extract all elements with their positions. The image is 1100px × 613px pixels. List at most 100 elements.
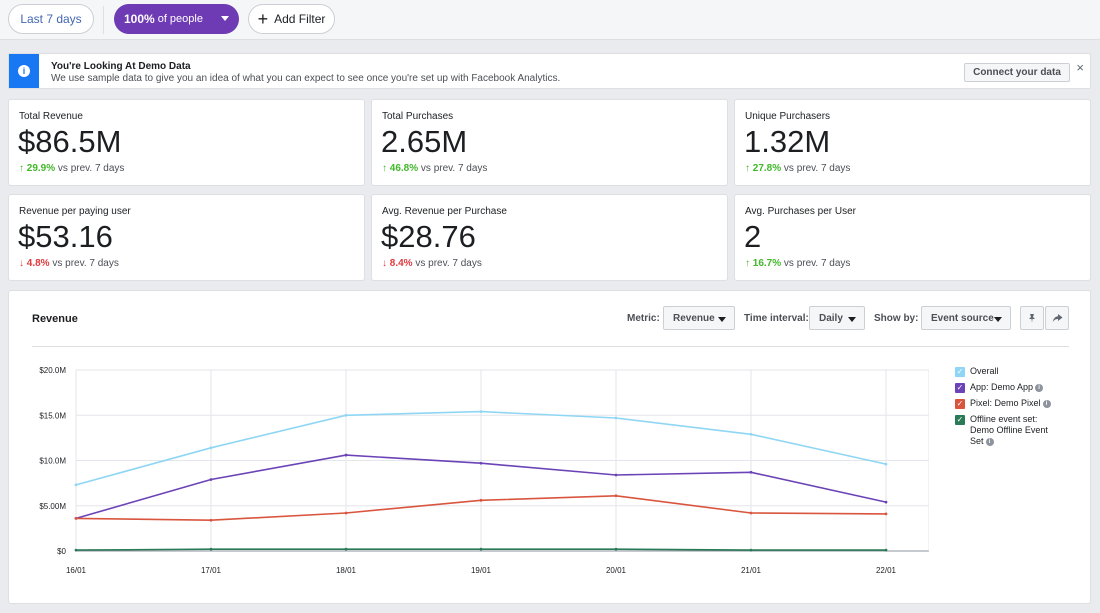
metric-dropdown-value: Revenue (673, 312, 715, 324)
checkbox-icon[interactable]: ✓ (955, 415, 965, 425)
data-point[interactable] (74, 548, 78, 552)
y-tick-label: $15.0M (39, 411, 66, 420)
metric-delta: ↑ 27.8% vs prev. 7 days (745, 163, 850, 174)
checkbox-icon[interactable]: ✓ (955, 367, 965, 377)
metric-card-revenue-per-paying-user: Revenue per paying user $53.16 ↓ 4.8% vs… (8, 194, 365, 281)
chevron-down-icon (718, 317, 726, 322)
data-point[interactable] (749, 511, 753, 515)
data-point[interactable] (209, 518, 213, 522)
chevron-down-icon (221, 16, 229, 21)
data-point[interactable] (749, 432, 753, 436)
metric-dropdown[interactable]: Revenue (663, 306, 735, 330)
toolbar-divider (103, 6, 104, 34)
data-point[interactable] (479, 410, 483, 414)
share-icon (1052, 314, 1062, 322)
metric-change: 4.8% (26, 258, 50, 269)
chevron-down-icon (994, 317, 1002, 322)
data-point[interactable] (614, 473, 618, 477)
data-point[interactable] (209, 547, 213, 551)
chart-title: Revenue (32, 313, 78, 325)
info-icon: i (18, 65, 30, 77)
chart-header-divider (32, 346, 1069, 347)
data-point[interactable] (74, 483, 78, 487)
x-tick-label: 21/01 (741, 566, 762, 575)
info-icon[interactable]: i (1035, 383, 1044, 392)
data-point[interactable] (614, 416, 618, 420)
data-point[interactable] (479, 547, 483, 551)
data-point[interactable] (344, 453, 348, 457)
banner-title: You're Looking At Demo Data (51, 61, 191, 72)
metric-value: $28.76 (381, 219, 476, 254)
data-point[interactable] (884, 512, 888, 516)
legend-label: App: Demo App (970, 382, 1034, 392)
data-point[interactable] (884, 548, 888, 552)
connect-data-button[interactable]: Connect your data (964, 63, 1070, 82)
metric-card-avg-purchases-per-user: Avg. Purchases per User 2 ↑ 16.7% vs pre… (734, 194, 1091, 281)
legend-item-pixel[interactable]: ✓ Pixel: Demo Pixel i (955, 398, 1085, 409)
data-point[interactable] (884, 500, 888, 504)
x-tick-label: 19/01 (471, 566, 492, 575)
share-button[interactable] (1045, 306, 1069, 330)
audience-percent: 100% (124, 12, 155, 26)
legend-label: Offline event set: Demo Offline Event Se… (970, 414, 1048, 446)
data-point[interactable] (209, 478, 213, 481)
metric-label: Avg. Revenue per Purchase (382, 206, 507, 217)
metric-change: 27.8% (752, 163, 782, 174)
x-tick-label: 22/01 (876, 566, 897, 575)
x-tick-label: 18/01 (336, 566, 357, 575)
showby-control-label: Show by: (874, 313, 919, 324)
interval-dropdown[interactable]: Daily (809, 306, 865, 330)
legend-item-overall[interactable]: ✓ Overall (955, 366, 1085, 377)
metric-label: Revenue per paying user (19, 206, 131, 217)
metric-value: 2 (744, 219, 762, 254)
metric-card-avg-revenue-per-purchase: Avg. Revenue per Purchase $28.76 ↓ 8.4% … (371, 194, 728, 281)
data-point[interactable] (344, 547, 348, 551)
data-point[interactable] (344, 511, 348, 515)
metric-value: 2.65M (381, 124, 468, 159)
data-point[interactable] (614, 494, 618, 498)
banner-accent: i (9, 54, 39, 88)
metric-change: 29.9% (26, 163, 56, 174)
info-icon[interactable]: i (1042, 399, 1051, 408)
audience-suffix: of people (157, 13, 203, 25)
arrow-up-icon: ↑ (19, 163, 24, 174)
banner-description: We use sample data to give you an idea o… (51, 73, 561, 84)
metric-label: Total Purchases (382, 111, 454, 122)
checkbox-icon[interactable]: ✓ (955, 399, 965, 409)
metric-label: Unique Purchasers (745, 111, 831, 122)
date-range-button[interactable]: Last 7 days (8, 4, 94, 34)
info-icon[interactable]: i (985, 437, 994, 446)
metric-delta: ↑ 46.8% vs prev. 7 days (382, 163, 487, 174)
legend-label: Overall (970, 366, 999, 376)
metric-change: 16.7% (752, 258, 782, 269)
checkbox-icon[interactable]: ✓ (955, 383, 965, 393)
legend-item-app[interactable]: ✓ App: Demo App i (955, 382, 1085, 393)
add-filter-button[interactable]: + Add Filter (248, 4, 335, 34)
data-point[interactable] (344, 413, 348, 417)
metric-value: 1.32M (744, 124, 831, 159)
close-icon[interactable]: × (1076, 60, 1084, 75)
showby-dropdown[interactable]: Event source (921, 306, 1011, 330)
data-point[interactable] (614, 547, 618, 551)
legend-item-offline[interactable]: ✓ Offline event set: Demo Offline Event … (955, 414, 1085, 447)
data-point[interactable] (209, 446, 213, 450)
demo-data-banner: i You're Looking At Demo Data We use sam… (8, 53, 1091, 89)
x-tick-label: 20/01 (606, 566, 627, 575)
pin-button[interactable] (1020, 306, 1044, 330)
revenue-line-chart: $0 $5.00M $10.0M $15.0M $20.0M 16/01 17/01 18/0… (39, 366, 929, 575)
metric-comparison: vs prev. 7 days (420, 163, 488, 174)
data-point[interactable] (479, 498, 483, 502)
data-point[interactable] (749, 548, 753, 552)
arrow-up-icon: ↑ (745, 163, 750, 174)
audience-selector[interactable]: 100% of people (114, 4, 239, 34)
data-point[interactable] (749, 470, 753, 474)
interval-dropdown-value: Daily (819, 312, 843, 324)
y-tick-label: $5.00M (39, 502, 66, 511)
data-point[interactable] (884, 462, 888, 466)
metric-delta: ↑ 16.7% vs prev. 7 days (745, 258, 850, 269)
metric-comparison: vs prev. 7 days (415, 258, 482, 269)
interval-control-label: Time interval: (744, 313, 809, 324)
y-tick-label: $0 (57, 547, 66, 556)
data-point[interactable] (479, 461, 483, 465)
data-point[interactable] (74, 517, 78, 520)
